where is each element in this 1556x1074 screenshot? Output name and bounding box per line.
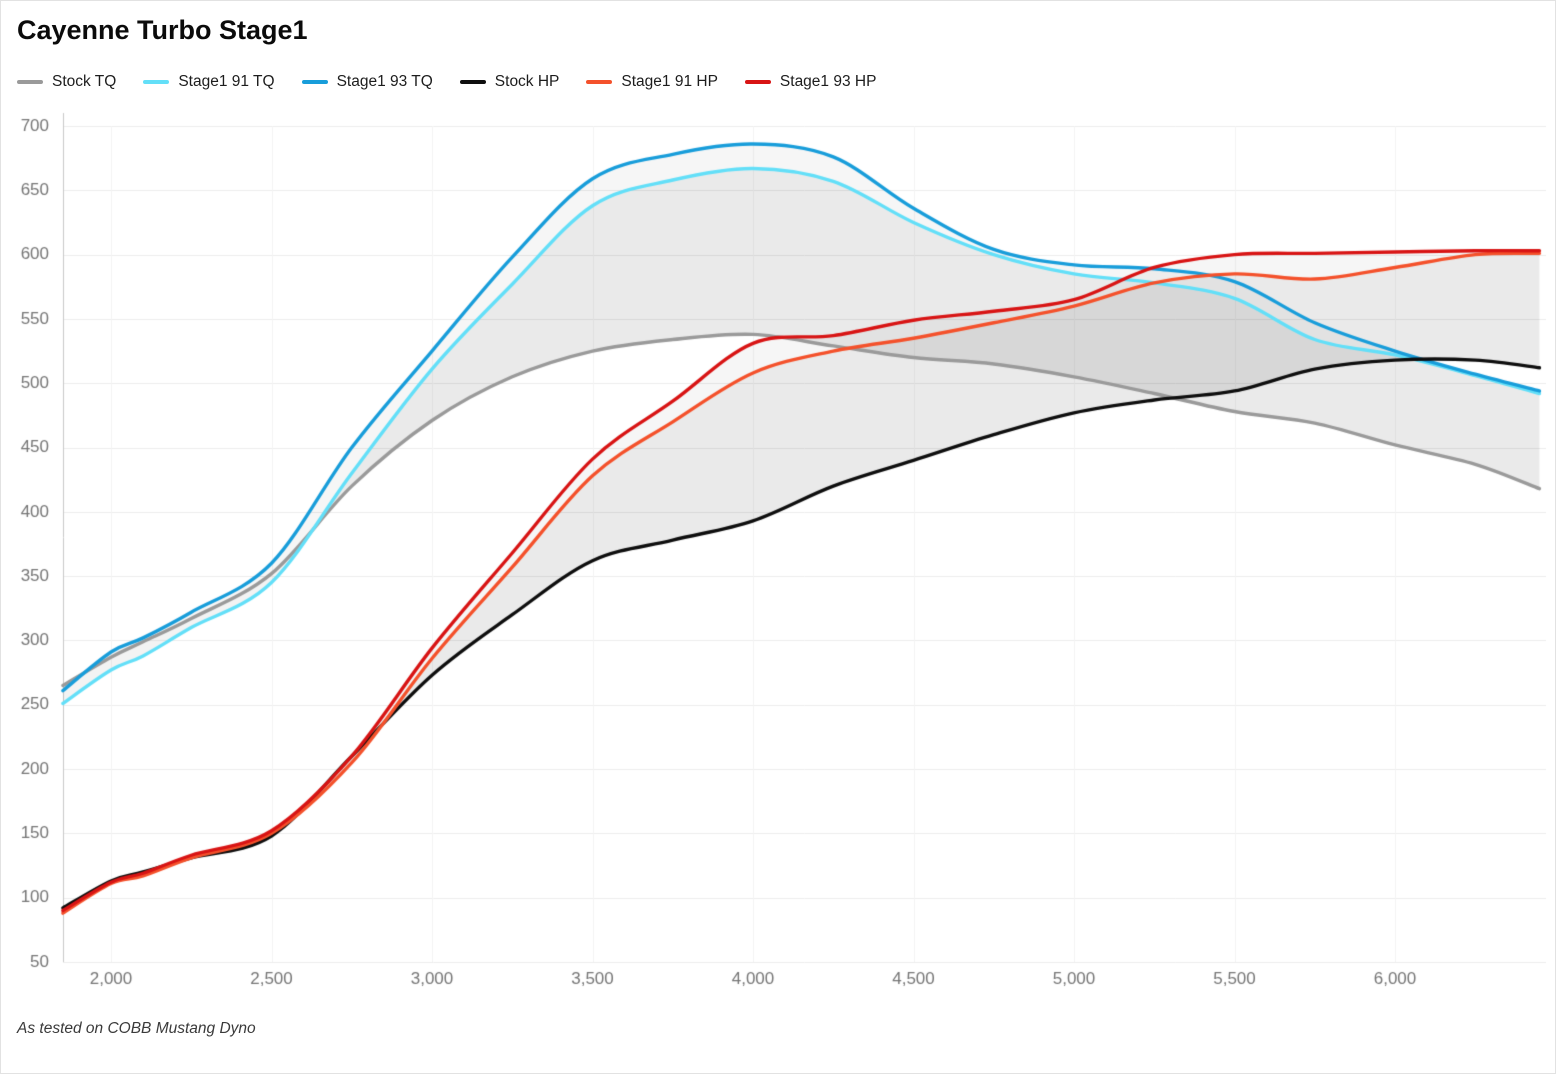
legend-item-stock-hp[interactable]: Stock HP	[459, 73, 560, 91]
legend-swatch-icon	[143, 80, 170, 84]
legend-item-label: Stage1 91 TQ	[178, 73, 275, 90]
legend-item-stock-tq[interactable]: Stock TQ	[17, 73, 116, 91]
legend-swatch-icon	[744, 80, 771, 84]
chart-legend: Stock TQ Stage1 91 TQ Stage1 93 TQ Stock HP…	[17, 73, 876, 91]
dyno-source-note: As tested on COBB Mustang Dyno	[17, 1020, 256, 1037]
legend-item-label: Stage1 93 TQ	[336, 73, 433, 90]
page-title: Cayenne Turbo Stage1	[17, 15, 308, 45]
legend-swatch-icon	[301, 80, 328, 84]
legend-swatch-icon	[459, 80, 486, 84]
chart-header: Cayenne Turbo Stage1	[17, 15, 308, 46]
legend-item-label: Stock TQ	[52, 73, 117, 90]
legend-item-stage1-91-tq[interactable]: Stage1 91 TQ	[143, 73, 275, 91]
legend-item-label: Stage1 91 HP	[621, 73, 718, 90]
legend-swatch-icon	[586, 80, 613, 84]
legend-item-label: Stock HP	[494, 73, 560, 90]
legend-item-stage1-93-hp[interactable]: Stage1 93 HP	[744, 73, 877, 91]
legend-item-stage1-91-hp[interactable]: Stage1 91 HP	[586, 73, 718, 91]
legend-item-label: Stage1 93 HP	[779, 73, 877, 90]
legend-item-stage1-93-tq[interactable]: Stage1 93 TQ	[301, 73, 433, 91]
legend-swatch-icon	[17, 80, 43, 84]
